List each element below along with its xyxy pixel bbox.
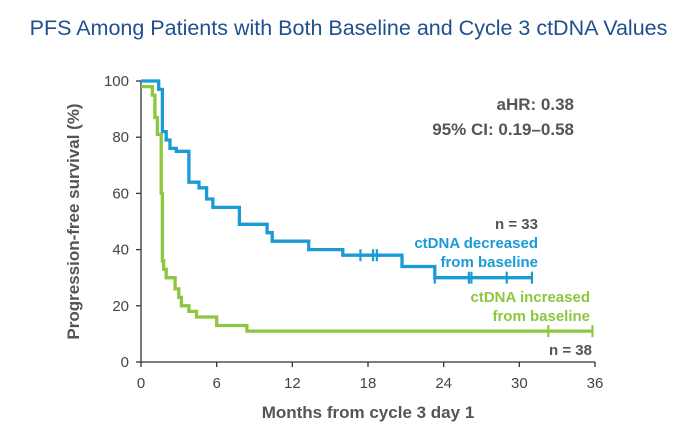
ahr-label: aHR: 0.38 [497, 95, 574, 114]
x-tick-label: 18 [360, 375, 377, 392]
series-1-label-line-1: ctDNA decreased [414, 235, 538, 252]
x-tick-label: 36 [587, 375, 604, 392]
y-tick-label: 100 [104, 73, 129, 90]
x-tick-label: 0 [137, 375, 145, 392]
y-tick-label: 20 [112, 298, 129, 315]
x-tick-label: 30 [511, 375, 528, 392]
y-tick-label: 40 [112, 242, 129, 259]
y-tick-label: 60 [112, 185, 129, 202]
x-tick-label: 12 [284, 375, 301, 392]
x-axis-title: Months from cycle 3 day 1 [262, 403, 475, 422]
series-2-curve [141, 84, 593, 333]
x-tick-label: 24 [435, 375, 452, 392]
series-1-curve [141, 79, 532, 280]
y-tick-label: 80 [112, 129, 129, 146]
series-2-label-line-2: from baseline [492, 308, 590, 325]
series-1-label-line-2: from baseline [440, 254, 538, 271]
y-axis-title: Progression-free survival (%) [64, 103, 83, 339]
y-tick-label: 0 [121, 354, 129, 371]
chart-title: PFS Among Patients with Both Baseline an… [29, 16, 668, 40]
series-2-n-label: n = 38 [549, 342, 592, 359]
x-tick-label: 6 [212, 375, 220, 392]
series-1-n-label: n = 33 [495, 216, 538, 233]
ci-label: 95% CI: 0.19–0.58 [432, 120, 574, 139]
series-2-label-line-1: ctDNA increased [471, 289, 591, 306]
